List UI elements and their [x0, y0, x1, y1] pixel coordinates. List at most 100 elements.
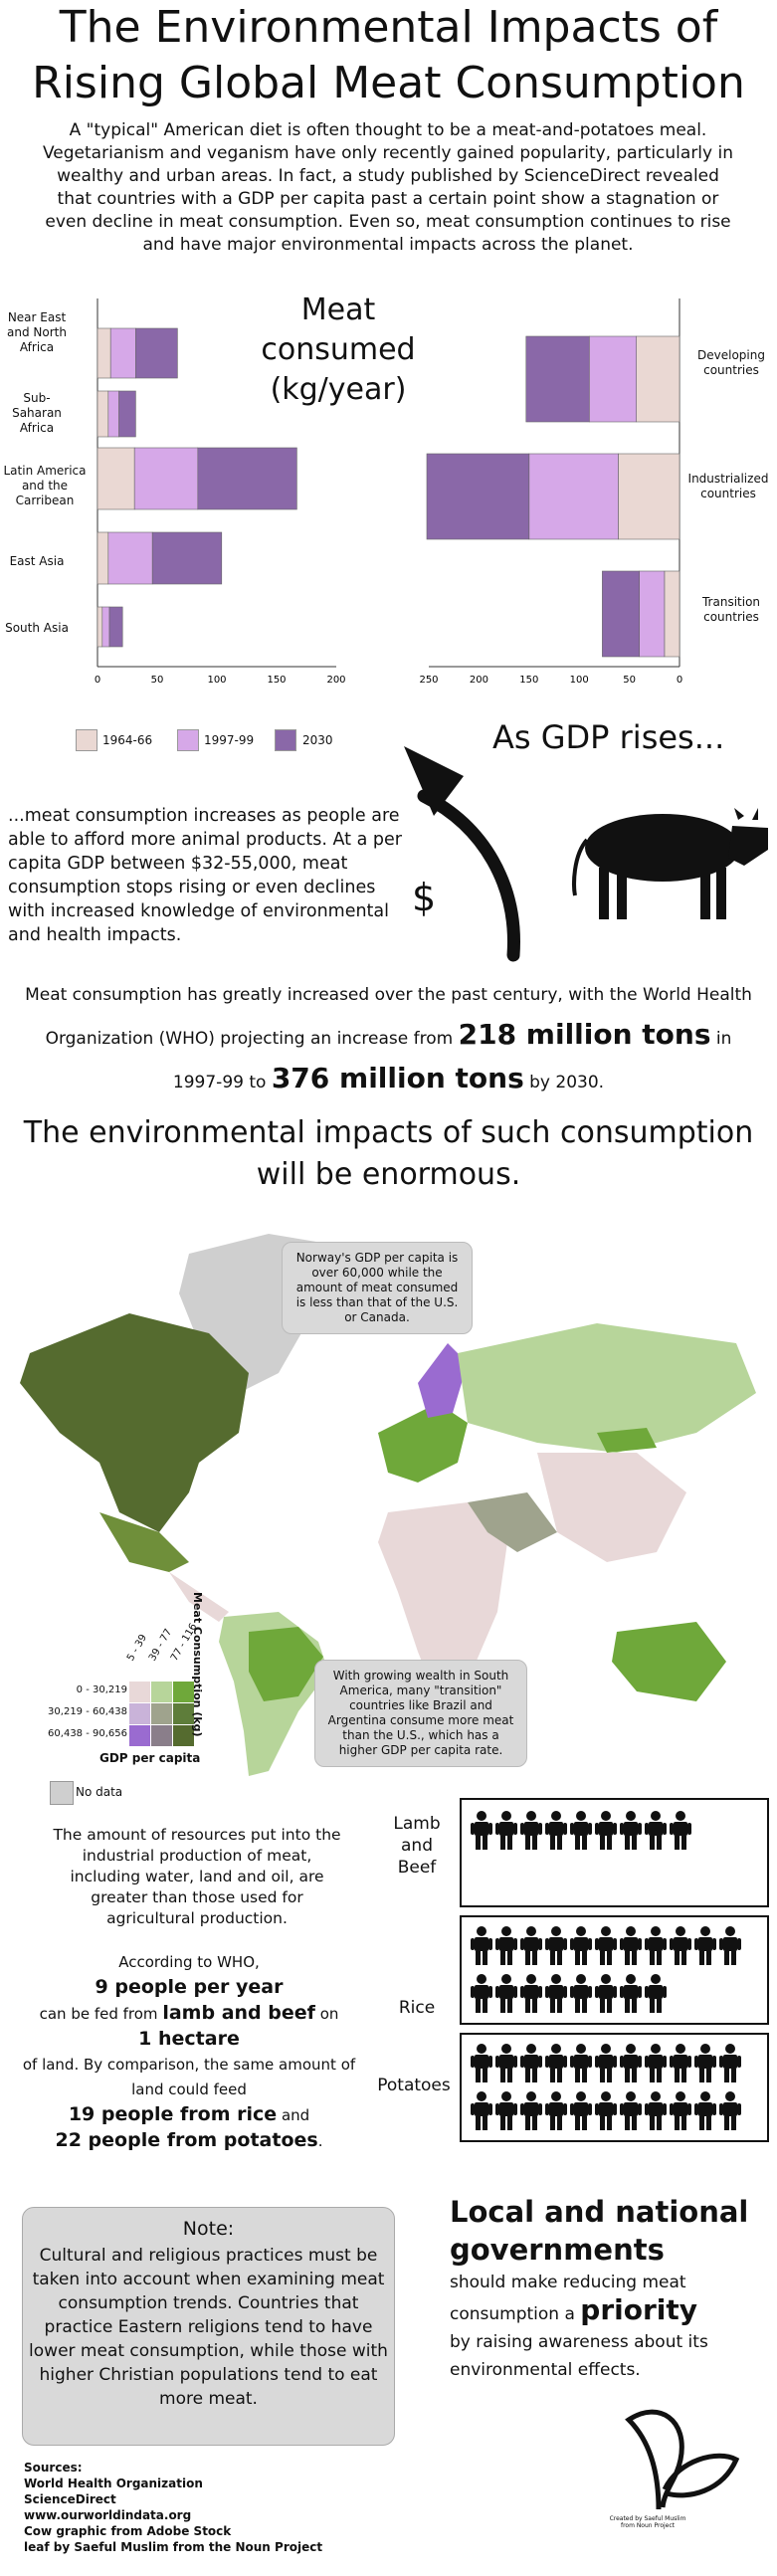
meat-chart: 0 50 100 150 200 250 200 150 100 50 0: [95, 298, 682, 686]
middle-east: [468, 1492, 557, 1552]
legend-cell: [173, 1703, 194, 1724]
who-people-l1: According to WHO,: [118, 1953, 260, 1971]
person-icon: [495, 1926, 517, 1965]
person-icon: [645, 1811, 667, 1850]
scandinavia: [418, 1343, 468, 1418]
source-item: World Health Organization: [24, 2477, 203, 2490]
bar-right-1-2: [426, 453, 530, 540]
person-icon: [545, 2044, 567, 2082]
impact-heading-line-2: will be enormous.: [256, 1157, 521, 1192]
bar-right-2-1: [639, 570, 666, 658]
legend-gdp-row-3: 60,438 - 90,656: [48, 1728, 127, 1739]
bar-left-0-1: [109, 327, 136, 379]
legend-swatch-1964: [76, 729, 97, 751]
people-box-rice: [460, 1915, 769, 2025]
person-icon: [670, 2044, 691, 2082]
bar-left-2-1: [133, 447, 199, 510]
person-icon: [545, 2091, 567, 2130]
category-label-latin-america: Latin America and the Carribean: [3, 464, 87, 507]
person-icon: [620, 1926, 642, 1965]
legend-label-2030: 2030: [302, 733, 333, 747]
who-proj-376: 376 million tons: [271, 1062, 524, 1094]
who-proj-in: in: [715, 1029, 732, 1049]
bar-left-1-2: [118, 390, 136, 438]
bar-left-4-1: [101, 606, 110, 648]
person-icon: [495, 2091, 517, 2130]
gdp-rises-heading: As GDP rises...: [492, 718, 725, 756]
central-america: [169, 1572, 229, 1622]
who-people-l7: of land. By comparison, the same amount …: [22, 2056, 356, 2098]
note-heading: Note:: [182, 2218, 235, 2240]
left-tick-label: 200: [326, 675, 345, 686]
person-icon: [645, 2044, 667, 2082]
bar-right-0-0: [636, 335, 680, 423]
person-icon: [520, 1811, 542, 1850]
source-item: ScienceDirect: [24, 2492, 116, 2506]
bar-left-3-1: [107, 531, 153, 585]
who-people-l11: .: [317, 2132, 323, 2150]
impact-heading: The environmental impacts of such consum…: [0, 1112, 777, 1196]
dollar-sign: $: [412, 876, 437, 919]
source-item: www.ourworldindata.org: [24, 2508, 192, 2522]
right-tick-label: 150: [519, 675, 538, 686]
bar-left-4-0: [97, 606, 103, 648]
africa: [378, 1502, 507, 1701]
intro-paragraph: A "typical" American diet is often thoug…: [43, 120, 733, 255]
who-people-l2: 9 people per year: [95, 1976, 284, 1998]
gov-heading: Local and national governments: [450, 2195, 749, 2267]
who-proj-line-3: 1997-99 to 376 million tons by 2030.: [0, 1059, 777, 1102]
legend-cell: [173, 1725, 194, 1746]
australia: [612, 1622, 726, 1701]
category-label-sub-saharan: Sub-Saharan Africa: [12, 391, 62, 435]
person-icon: [719, 1926, 741, 1965]
legend-swatch-2030: [275, 729, 296, 751]
person-icon: [595, 1811, 617, 1850]
person-icon: [570, 2044, 592, 2082]
leaf-icon: [625, 2409, 740, 2510]
row-label-rice: Rice: [398, 1998, 436, 2018]
person-icon: [620, 1811, 642, 1850]
row-label-potatoes: Potatoes: [377, 2076, 451, 2095]
person-icon: [595, 2044, 617, 2082]
right-tick-label: 250: [419, 675, 438, 686]
norway-callout: Norway's GDP per capita is over 60,000 w…: [282, 1242, 473, 1334]
russia: [458, 1323, 756, 1453]
legend-cell: [151, 1725, 172, 1746]
legend-label-1964: 1964-66: [102, 733, 153, 747]
people-box-potatoes: [460, 2033, 769, 2142]
person-icon: [471, 1926, 492, 1965]
person-icon: [670, 1811, 691, 1850]
person-icon: [645, 2091, 667, 2130]
left-tick-label: 50: [151, 675, 164, 686]
right-bar-chart: 250 200 150 100 50 0: [419, 298, 682, 686]
no-data-swatch: [50, 1781, 74, 1805]
title-line-2: Rising Global Meat Consumption: [32, 58, 745, 108]
left-tick-label: 100: [207, 675, 226, 686]
bar-right-1-1: [528, 453, 619, 540]
person-icon: [471, 2091, 492, 2130]
right-tick-label: 200: [470, 675, 488, 686]
category-label-south-asia: South Asia: [5, 621, 69, 635]
source-item: Cow graphic from Adobe Stock: [24, 2524, 232, 2538]
person-icon: [670, 2091, 691, 2130]
legend-cell: [129, 1682, 150, 1702]
person-icon: [670, 1926, 691, 1965]
bar-left-2-0: [97, 447, 135, 510]
cow-icon: [572, 808, 768, 919]
who-proj-line-1: Meat consumption has greatly increased o…: [25, 985, 752, 1005]
who-proj-218: 218 million tons: [458, 1018, 711, 1051]
row-label-lamb-beef: Lamb and Beef: [393, 1814, 441, 1878]
person-icon: [520, 2044, 542, 2082]
bar-left-0-0: [97, 327, 111, 379]
bar-left-0-2: [135, 327, 178, 379]
bar-left-4-2: [108, 606, 123, 648]
person-icon: [719, 2091, 741, 2130]
people-box-lamb-beef: [460, 1798, 769, 1907]
person-icon: [694, 1926, 716, 1965]
person-icon: [620, 2044, 642, 2082]
category-label-east-asia: East Asia: [9, 554, 65, 568]
person-icon: [694, 2091, 716, 2130]
category-label-industrialized: Industrialized countries: [687, 472, 769, 500]
source-item: leaf by Saeful Muslim from the Noun Proj…: [24, 2540, 323, 2554]
brazil: [249, 1627, 323, 1701]
